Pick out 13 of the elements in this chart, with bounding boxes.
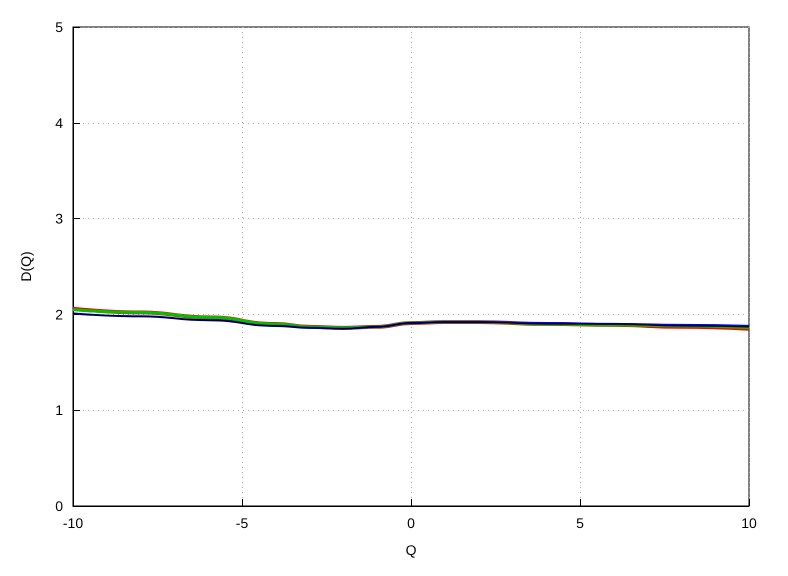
x-tick-label: 5 xyxy=(576,515,584,531)
x-tick-label: 0 xyxy=(407,515,416,531)
y-tick-label: 0 xyxy=(55,498,64,514)
y-tick-label: 2 xyxy=(55,306,64,322)
x-tick-label: 10 xyxy=(741,515,757,531)
x-axis-title: Q xyxy=(406,542,417,558)
y-tick-label: 1 xyxy=(55,402,64,418)
y-tick-label: 5 xyxy=(55,19,64,35)
y-tick-label: 4 xyxy=(55,114,64,131)
x-tick-label: -10 xyxy=(62,515,84,531)
y-tick-label: 3 xyxy=(55,210,64,227)
x-tick-label: -5 xyxy=(236,515,248,531)
y-axis-title: D(Q) xyxy=(18,251,34,282)
